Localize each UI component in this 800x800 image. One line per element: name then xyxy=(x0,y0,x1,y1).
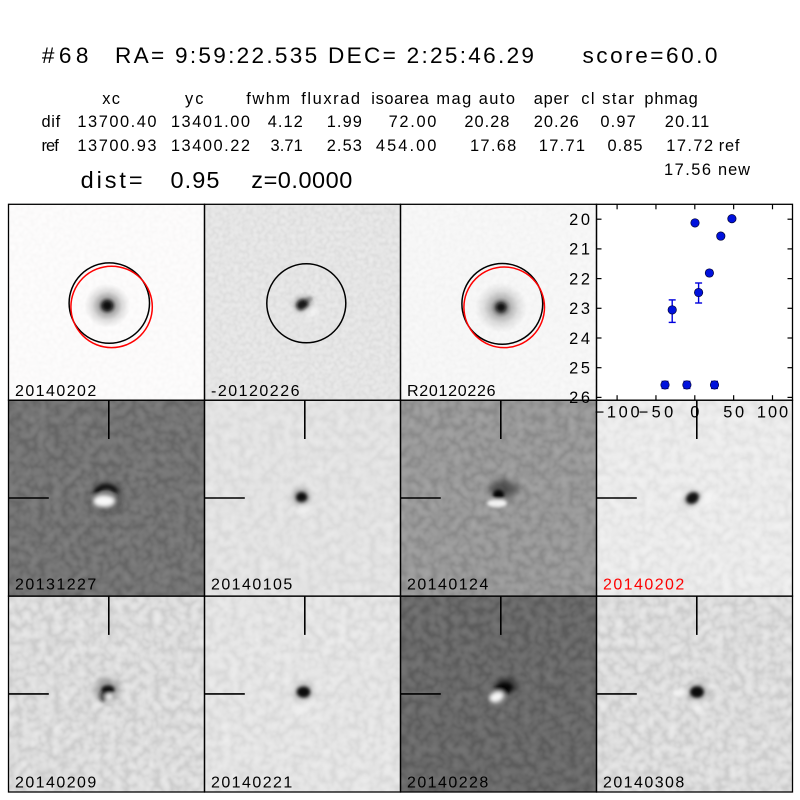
svg-text:dist=: dist= xyxy=(81,167,143,193)
svg-text:20.11: 20.11 xyxy=(665,113,709,131)
svg-text:isoarea: isoarea xyxy=(371,90,429,108)
svg-text:RA= 9:59:22.535 DEC= 2:25:46.2: RA= 9:59:22.535 DEC= 2:25:46.29 xyxy=(115,43,534,68)
svg-text:13401.00: 13401.00 xyxy=(171,113,250,131)
svg-text:20.26: 20.26 xyxy=(534,113,579,131)
svg-text:20140308: 20140308 xyxy=(603,775,684,792)
svg-text:−50: −50 xyxy=(639,404,674,422)
svg-text:17.71: 17.71 xyxy=(539,137,585,155)
svg-text:cl star: cl star xyxy=(581,90,634,108)
svg-text:17.56: 17.56 xyxy=(664,161,711,179)
svg-text:#68: #68 xyxy=(42,43,89,68)
svg-text:20140221: 20140221 xyxy=(211,775,292,792)
svg-text:ref: ref xyxy=(42,137,60,155)
svg-text:13700.40: 13700.40 xyxy=(77,113,156,131)
svg-text:454.00: 454.00 xyxy=(376,137,437,155)
svg-text:20140228: 20140228 xyxy=(407,775,488,792)
svg-text:dif: dif xyxy=(42,113,61,131)
svg-text:0.95: 0.95 xyxy=(171,167,220,193)
svg-text:20140209: 20140209 xyxy=(15,775,96,792)
svg-text:xc: xc xyxy=(102,90,120,108)
svg-text:3.71: 3.71 xyxy=(271,137,303,155)
svg-text:20140124: 20140124 xyxy=(407,577,488,594)
svg-text:-20120226: -20120226 xyxy=(211,383,300,400)
svg-text:fwhm: fwhm xyxy=(246,90,290,108)
svg-text:0.97: 0.97 xyxy=(600,113,635,131)
svg-text:100: 100 xyxy=(757,404,788,422)
svg-text:aper: aper xyxy=(534,90,570,108)
svg-text:20140202: 20140202 xyxy=(15,383,96,400)
svg-text:z=0.0000: z=0.0000 xyxy=(251,167,352,193)
svg-text:0: 0 xyxy=(690,404,699,422)
svg-text:20140202: 20140202 xyxy=(603,577,684,594)
svg-text:R20120226: R20120226 xyxy=(407,383,496,400)
svg-text:13400.22: 13400.22 xyxy=(171,137,250,155)
svg-text:fluxrad: fluxrad xyxy=(301,90,360,108)
svg-text:13700.93: 13700.93 xyxy=(77,137,156,155)
svg-text:20140105: 20140105 xyxy=(211,577,292,594)
svg-text:ref: ref xyxy=(719,137,740,155)
svg-text:20.28: 20.28 xyxy=(464,113,509,131)
svg-text:2.53: 2.53 xyxy=(327,137,362,155)
svg-text:score=60.0: score=60.0 xyxy=(583,43,718,68)
svg-text:20131227: 20131227 xyxy=(15,577,96,594)
svg-text:72.00: 72.00 xyxy=(389,113,437,131)
svg-text:17.72: 17.72 xyxy=(666,137,713,155)
svg-text:phmag: phmag xyxy=(644,90,697,108)
svg-text:17.68: 17.68 xyxy=(470,137,516,155)
svg-text:4.12: 4.12 xyxy=(268,113,303,131)
svg-text:1.99: 1.99 xyxy=(327,113,362,131)
svg-text:mag auto: mag auto xyxy=(436,90,515,108)
svg-text:new: new xyxy=(718,161,750,179)
svg-text:0.85: 0.85 xyxy=(608,137,643,155)
